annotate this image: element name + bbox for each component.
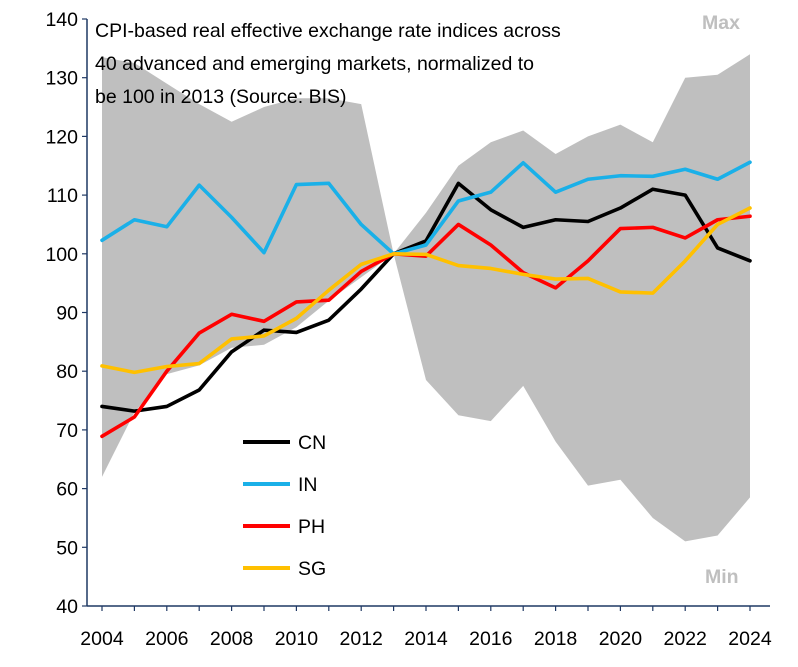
legend-label: IN: [298, 474, 318, 496]
series-line-cn: [100, 181, 752, 413]
axes: 40 50 60 70 80 90 100 110 120 130 140 2004 2006 2008 2…: [45, 9, 771, 650]
title-line-3: be 100 in 2013 (Source: BIS): [95, 86, 347, 108]
x-tick-label: 2020: [599, 628, 643, 650]
x-tick-label: 2004: [80, 628, 124, 650]
y-tick-label: 120: [45, 126, 78, 148]
y-tick-label: 100: [45, 244, 78, 266]
legend-label: CN: [298, 432, 326, 454]
x-tick-label: 2022: [664, 628, 707, 650]
max-label: Max: [702, 12, 740, 34]
x-tick-label: 2012: [340, 628, 383, 650]
series-layer: [100, 160, 752, 439]
y-tick-label: 50: [56, 537, 78, 559]
x-tick-label: 2018: [534, 628, 577, 650]
title-line-1: CPI-based real effective exchange rate i…: [95, 20, 561, 42]
x-tick-label: 2010: [275, 628, 319, 650]
legend-item-sg: SG: [243, 558, 326, 580]
x-tick-label: 2006: [145, 628, 188, 650]
series-line-sg: [100, 206, 752, 375]
y-tick-label: 140: [45, 9, 78, 31]
legend-label: SG: [298, 558, 326, 580]
legend: CN IN PH SG: [243, 432, 326, 580]
x-tick-label: 2024: [728, 628, 772, 650]
legend-label: PH: [298, 516, 325, 538]
series-line-in: [100, 160, 752, 256]
y-tick-label: 40: [56, 596, 78, 618]
legend-item-cn: CN: [243, 432, 326, 454]
y-tick-label: 70: [56, 420, 78, 442]
y-tick-label: 90: [56, 303, 78, 325]
x-tick-label: 2014: [404, 628, 448, 650]
min-max-band-layer: [102, 54, 750, 542]
min-max-band: [102, 54, 750, 542]
x-tick-label: 2008: [210, 628, 253, 650]
legend-item-ph: PH: [243, 516, 325, 538]
chart-title: CPI-based real effective exchange rate i…: [95, 20, 561, 108]
x-tick-label: 2016: [469, 628, 512, 650]
y-tick-label: 80: [56, 361, 78, 383]
legend-item-in: IN: [243, 474, 318, 496]
min-label: Min: [705, 566, 739, 588]
y-tick-label: 110: [47, 185, 78, 207]
y-tick-label: 130: [45, 68, 78, 90]
y-tick-label: 60: [56, 479, 78, 501]
title-line-2: 40 advanced and emerging markets, normal…: [95, 53, 534, 75]
